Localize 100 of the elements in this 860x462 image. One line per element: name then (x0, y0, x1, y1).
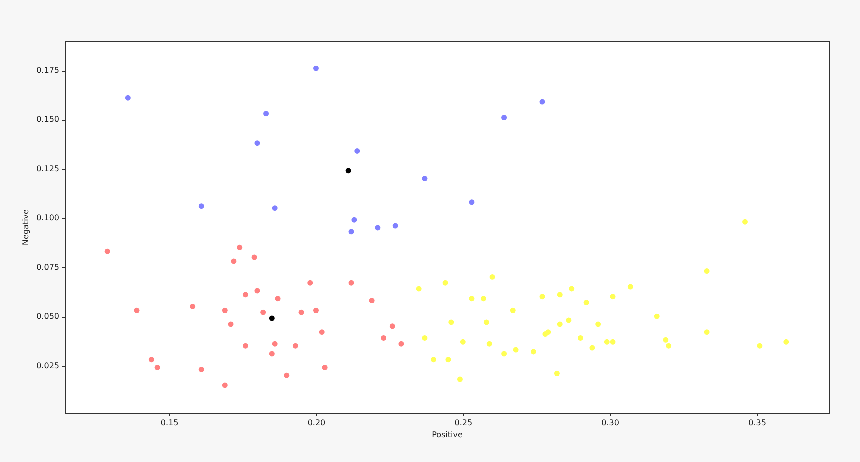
point (148, 357, 154, 363)
point (254, 288, 260, 294)
point (557, 322, 563, 328)
point (422, 176, 428, 182)
point (319, 330, 325, 336)
point (442, 280, 448, 286)
y-tick-label: 0.100 (36, 214, 60, 223)
point (222, 382, 228, 388)
point (298, 310, 304, 316)
point (530, 349, 536, 355)
point (190, 304, 196, 310)
y-tick-label: 0.150 (36, 115, 60, 124)
point (275, 296, 281, 302)
point (610, 294, 616, 300)
point (486, 341, 492, 347)
point (308, 280, 314, 286)
point (569, 286, 575, 292)
point (446, 357, 452, 363)
point (484, 320, 490, 326)
point (784, 339, 790, 345)
point (228, 322, 234, 328)
point (416, 286, 422, 292)
point (546, 330, 552, 336)
point (381, 335, 387, 341)
point (322, 364, 328, 370)
point (314, 308, 319, 314)
point (272, 341, 278, 347)
point (104, 248, 110, 254)
x-tick-label: 0.15 (160, 418, 179, 428)
y-tick-label: 0.125 (36, 164, 60, 174)
point (704, 268, 710, 274)
point (269, 316, 275, 322)
point (231, 258, 237, 264)
point (392, 223, 398, 229)
point (272, 206, 278, 212)
point (348, 280, 354, 286)
point (510, 308, 516, 314)
point (480, 296, 486, 302)
y-tick-label: 0.075 (36, 262, 60, 272)
point (237, 244, 243, 250)
point (540, 99, 546, 105)
point (584, 300, 590, 306)
point (469, 296, 475, 302)
point (540, 294, 546, 300)
point (554, 370, 560, 376)
point (252, 254, 258, 260)
point (460, 339, 466, 345)
point (242, 343, 248, 349)
point (222, 308, 228, 314)
point (269, 351, 275, 357)
point (490, 274, 496, 280)
point (557, 292, 563, 298)
point (566, 318, 572, 324)
x-tick-label: 0.20 (308, 418, 326, 428)
point (390, 324, 396, 330)
y-tick-label: 0.025 (36, 361, 60, 370)
point (348, 229, 354, 235)
point (596, 322, 602, 328)
point (704, 330, 710, 336)
point (604, 339, 610, 345)
point (654, 314, 660, 320)
point (198, 366, 204, 372)
y-axis-title: Negative (22, 209, 31, 246)
point (757, 343, 763, 349)
point (346, 168, 352, 174)
point (314, 66, 319, 72)
point (369, 298, 375, 304)
point (125, 95, 131, 101)
point (448, 320, 454, 326)
point (578, 335, 584, 341)
point (242, 292, 248, 298)
y-tick-label: 0.175 (36, 66, 60, 76)
point (134, 308, 140, 314)
point (469, 200, 475, 206)
point (398, 341, 404, 347)
x-axis-title: Positive (432, 430, 463, 440)
point (260, 310, 266, 316)
point (354, 148, 360, 154)
point (254, 140, 260, 146)
point (502, 115, 508, 120)
point (422, 335, 428, 341)
point (610, 339, 616, 345)
point (264, 111, 270, 117)
point (513, 347, 519, 353)
x-tick-label: 0.35 (748, 418, 766, 428)
point (198, 204, 204, 210)
point (292, 343, 298, 349)
point (502, 351, 508, 357)
point (628, 284, 634, 290)
point (742, 219, 748, 225)
point (352, 217, 358, 223)
point (663, 337, 669, 343)
point (590, 345, 596, 351)
point (457, 376, 463, 382)
x-tick-label: 0.30 (602, 418, 620, 428)
point (154, 364, 160, 370)
point (375, 225, 381, 231)
point (284, 372, 290, 378)
point (431, 357, 437, 363)
x-tick-label: 0.25 (454, 418, 473, 428)
